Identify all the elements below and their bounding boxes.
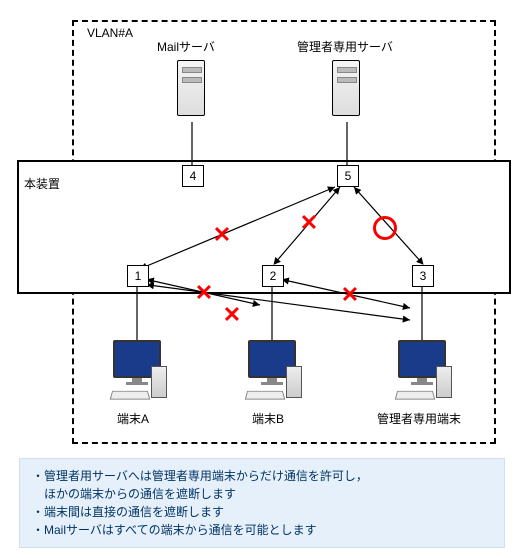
vlan-label: VLAN#A	[87, 26, 133, 40]
caption-box: ・管理者用サーバへは管理者専用端末からだけ通信を許可し， ほかの端末からの通信を…	[19, 458, 505, 548]
terminal-a-label: 端末A	[117, 410, 149, 427]
admin-server-label: 管理者専用サーバ	[297, 38, 393, 55]
port-4: 4	[182, 165, 204, 187]
terminal-a-icon	[107, 340, 167, 400]
x-mark: ✕	[195, 280, 213, 306]
caption-line: ・Mailサーバはすべての端末から通信を可能とします	[32, 521, 492, 539]
terminal-b-icon	[242, 340, 302, 400]
x-mark: ✕	[213, 222, 231, 248]
x-mark: ✕	[223, 302, 241, 328]
o-mark	[373, 216, 397, 240]
x-mark: ✕	[300, 210, 318, 236]
mail-server-icon	[177, 60, 207, 120]
terminal-admin-icon	[392, 340, 452, 400]
terminal-b-label: 端末B	[252, 410, 284, 427]
mail-server-label: Mailサーバ	[157, 38, 215, 55]
port-1: 1	[127, 265, 149, 287]
terminal-admin-label: 管理者専用端末	[377, 410, 461, 427]
caption-line: ・端末間は直接の通信を遮断します	[32, 503, 492, 521]
caption-line: ・管理者用サーバへは管理者専用端末からだけ通信を許可し，	[32, 467, 492, 485]
network-diagram: VLAN#A 本装置 Mailサーバ 管理者専用サーバ 4 5 1 2 3 端末…	[12, 10, 512, 450]
port-3: 3	[412, 265, 434, 287]
device-label: 本装置	[24, 175, 60, 192]
caption-line: ほかの端末からの通信を遮断します	[32, 485, 492, 503]
port-2: 2	[262, 265, 284, 287]
admin-server-icon	[332, 60, 362, 120]
x-mark: ✕	[341, 282, 359, 308]
port-5: 5	[337, 165, 359, 187]
